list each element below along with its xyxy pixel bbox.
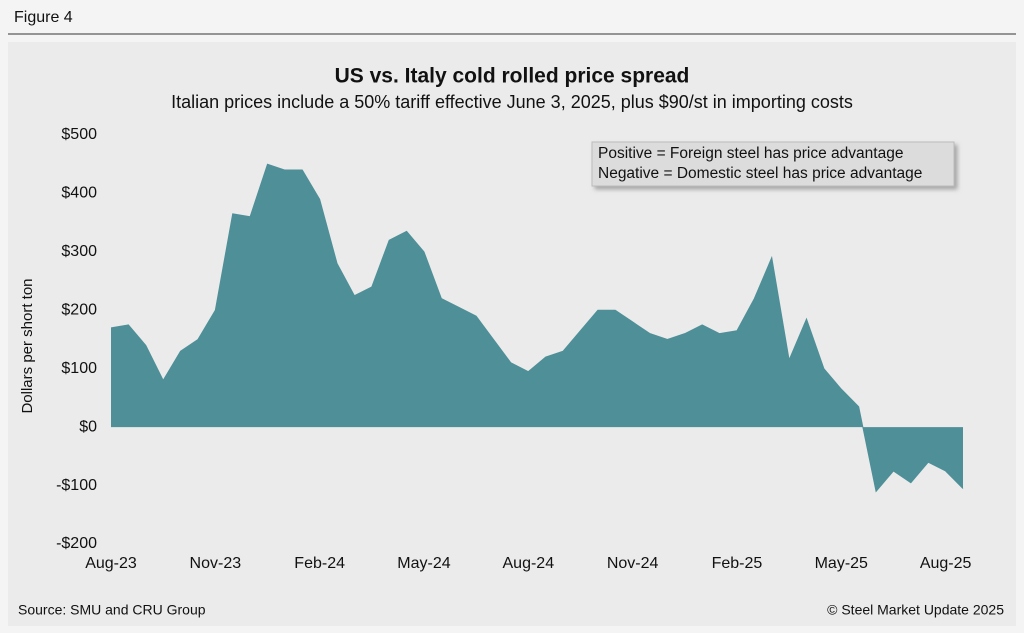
area-fill [111, 164, 963, 492]
chart-panel [8, 42, 1016, 626]
y-tick-label: $200 [61, 302, 97, 319]
source: Source: SMU and CRU Group [18, 602, 206, 618]
y-tick-label: -$200 [56, 535, 97, 552]
y-tick-label: $400 [61, 185, 97, 202]
note-box [591, 141, 955, 187]
x-tick-label: Nov-23 [190, 555, 242, 572]
copyright: © Steel Market Update 2025 [827, 602, 1004, 618]
note: Positive = Foreign steel has price advan… [598, 145, 903, 162]
note: Negative = Domestic steel has price adva… [598, 165, 922, 182]
x-tick-label: May-24 [397, 555, 450, 572]
y-tick-label: $0 [79, 418, 97, 435]
y-tick-label: $500 [61, 126, 97, 143]
area-line [110, 163, 964, 493]
chart-subtitle: Italian prices include a 50% tariff effe… [171, 92, 853, 112]
x-tick-label: Nov-24 [607, 555, 659, 572]
chart-title: US vs. Italy cold rolled price spread [335, 65, 690, 88]
y-tick-label: -$100 [56, 477, 97, 494]
x-tick-label: May-25 [815, 555, 868, 572]
figure-label: Figure 4 [14, 9, 73, 26]
plot: -$200 -$100 $0 $100 $200 $300 $400 $500 Aug-23 No… [56, 126, 971, 572]
y-axis-label: Dollars per short ton [19, 278, 36, 413]
y-tick-label: $100 [61, 360, 97, 377]
x-tick-label: Aug-24 [503, 555, 555, 572]
y-tick-label: $300 [61, 243, 97, 260]
x-tick-label: Feb-24 [294, 555, 345, 572]
x-tick-label: Aug-25 [920, 555, 972, 572]
x-tick-label: Aug-23 [85, 555, 137, 572]
x-tick-label: Feb-25 [712, 555, 763, 572]
